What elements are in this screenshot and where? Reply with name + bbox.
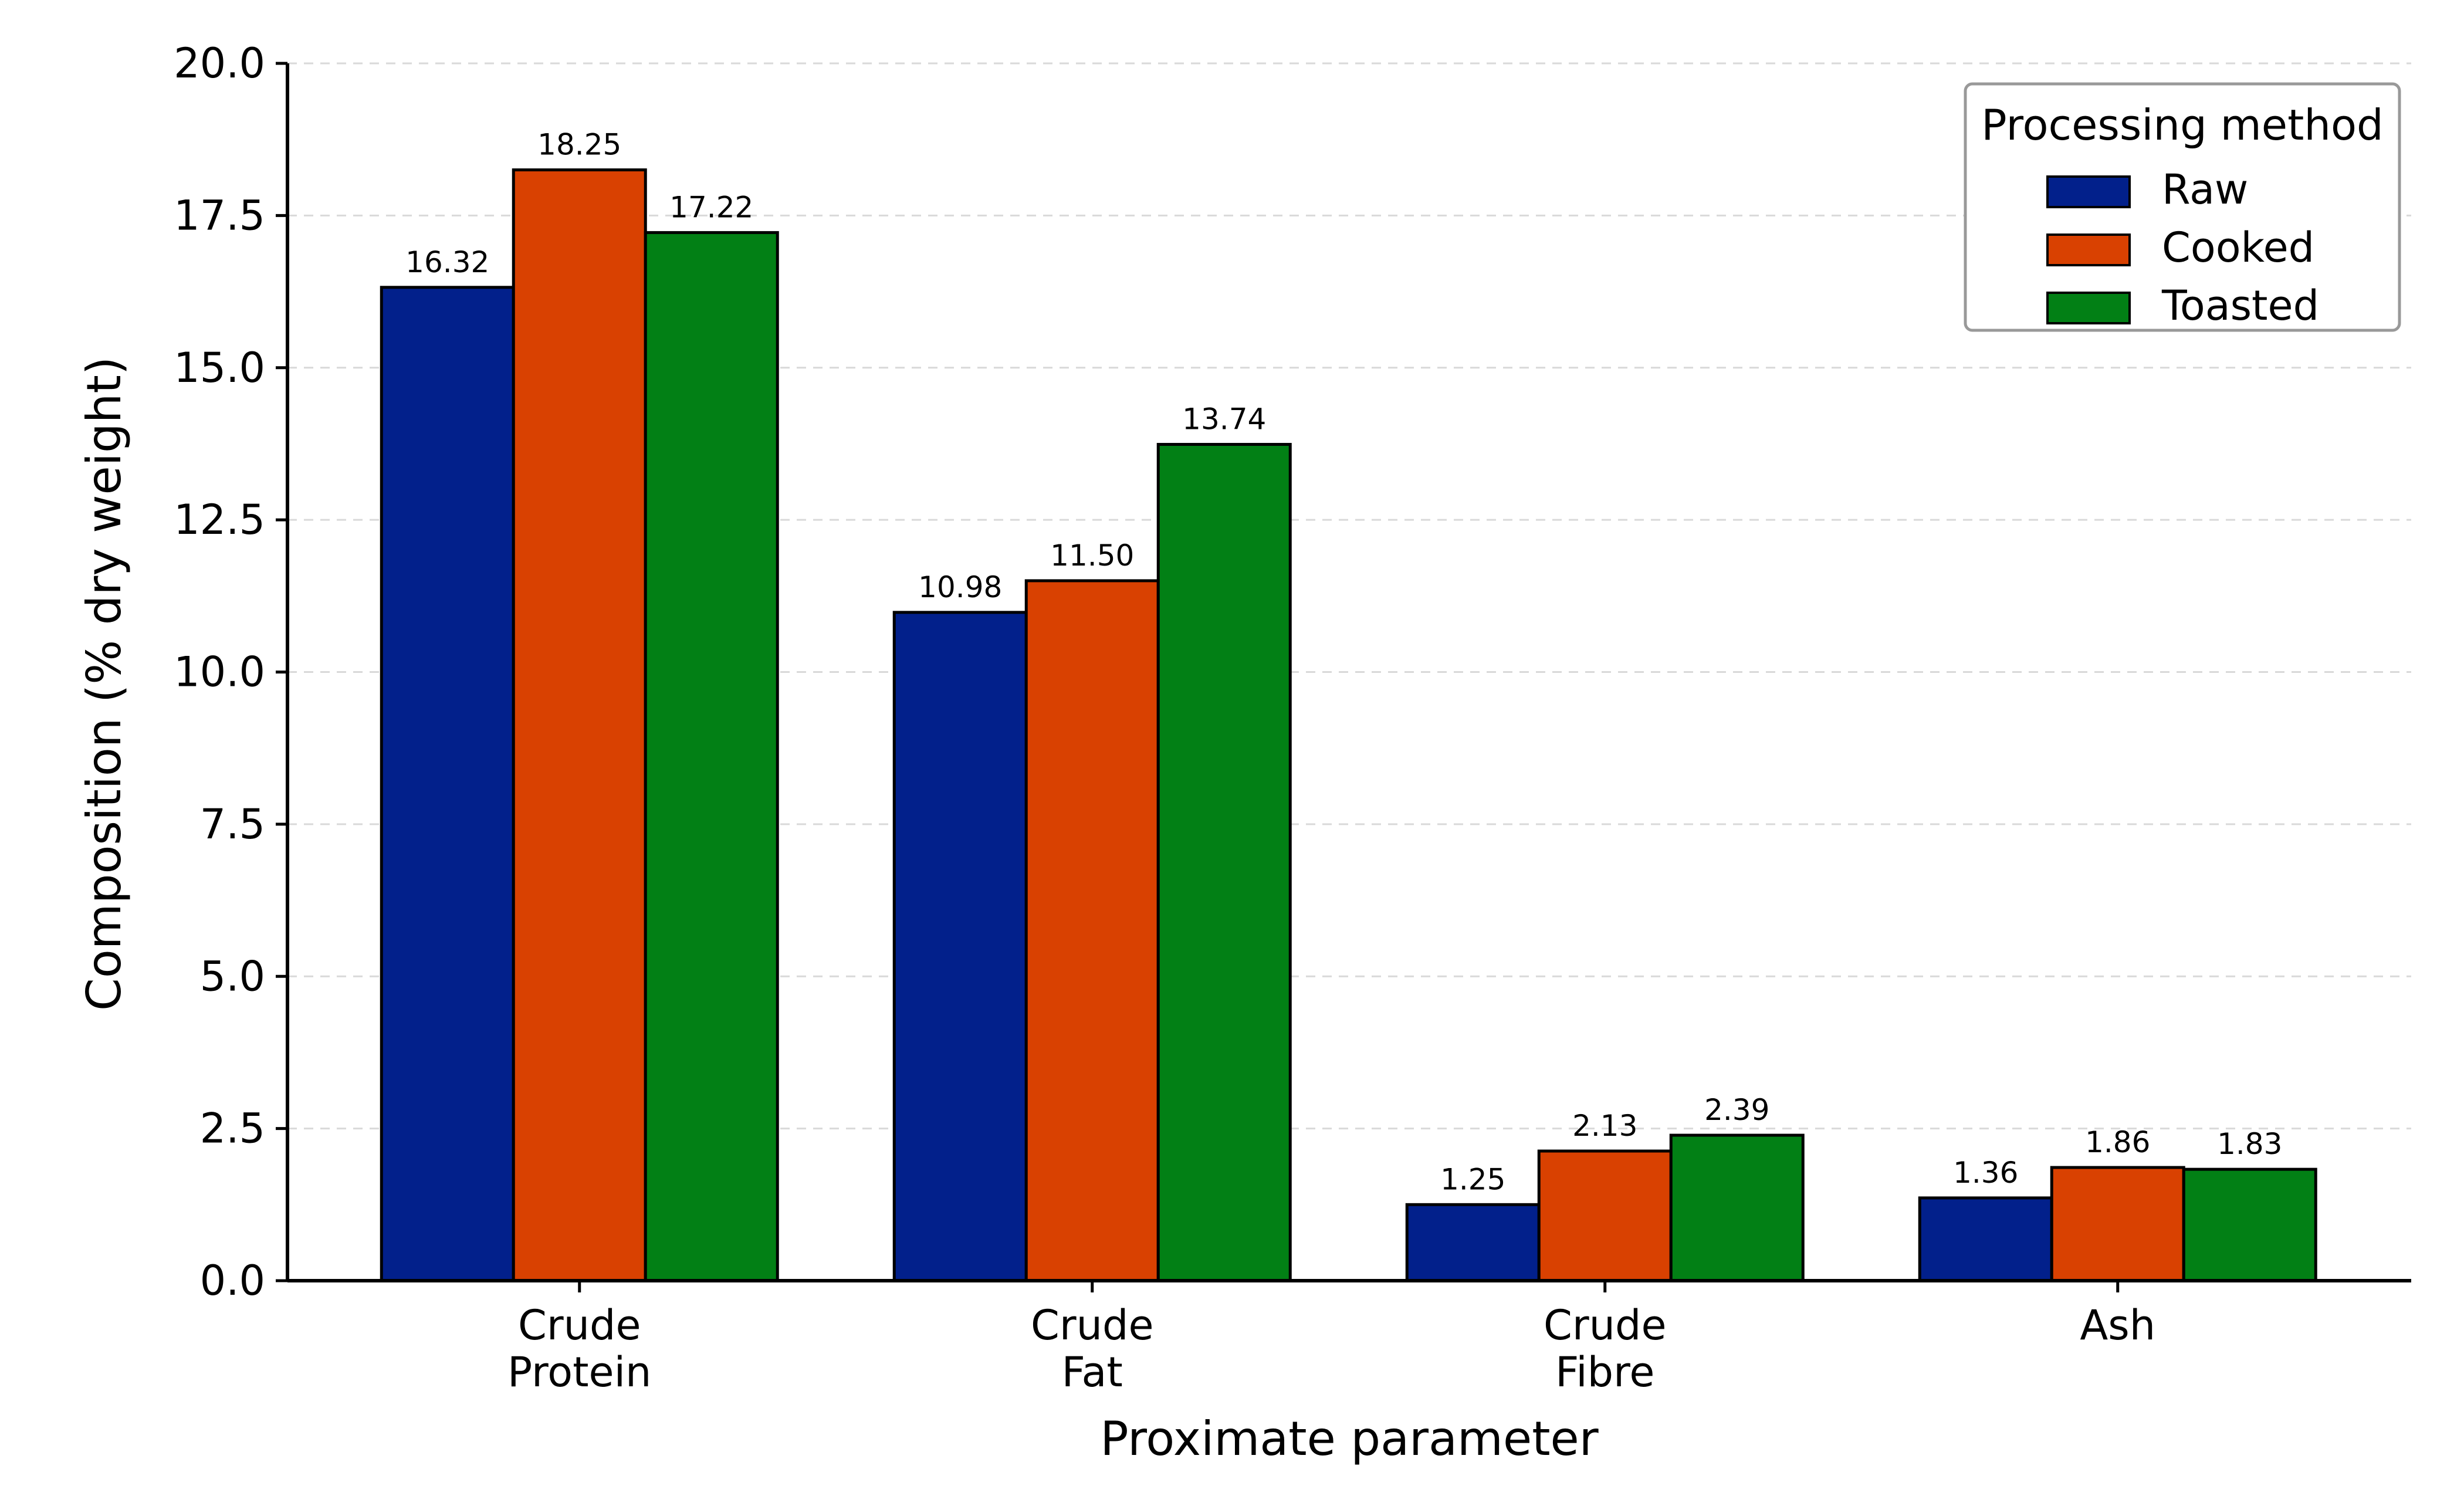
y-tick-label: 7.5 [200, 800, 265, 848]
legend-swatch-toasted [2046, 292, 2131, 324]
y-tick-label: 12.5 [174, 496, 265, 544]
legend-items: Raw Cooked Toasted [2046, 165, 2319, 330]
legend-swatch-raw [2046, 175, 2131, 208]
bar-cooked-1 [1024, 579, 1160, 1282]
legend-label-raw: Raw [2162, 165, 2248, 214]
data-label: 16.32 [405, 245, 489, 279]
bar-cooked-2 [1537, 1149, 1673, 1282]
y-tick-label: 0.0 [200, 1257, 265, 1305]
bar-toasted-3 [2182, 1167, 2317, 1282]
bar-raw-2 [1405, 1203, 1541, 1282]
y-tick-labels: 0.0 2.5 5.0 7.5 10.0 12.5 15.0 17.5 20.0 [174, 39, 265, 1305]
x-tick-label: Crude [1544, 1301, 1667, 1349]
x-tick-label: Protein [507, 1348, 651, 1396]
data-label: 2.39 [1704, 1093, 1769, 1127]
data-label: 2.13 [1572, 1109, 1637, 1143]
axes [276, 62, 2411, 1292]
data-label: 11.50 [1050, 539, 1134, 573]
x-axis-title: Proximate parameter [1100, 1412, 1598, 1466]
y-tick-label: 10.0 [174, 648, 265, 696]
data-label: 13.74 [1182, 402, 1266, 436]
y-tick-label: 15.0 [174, 344, 265, 392]
legend-label-toasted: Toasted [2161, 282, 2319, 330]
legend-label-cooked: Cooked [2162, 224, 2314, 272]
y-tick-label: 5.0 [200, 952, 265, 1000]
legend-title: Processing method [1981, 100, 2383, 150]
data-label: 1.36 [1953, 1156, 2018, 1190]
bar-raw-1 [892, 611, 1028, 1282]
data-label: 1.25 [1440, 1162, 1505, 1196]
bars [380, 168, 2317, 1282]
bar-cooked-3 [2050, 1166, 2185, 1282]
x-tick-label: Fat [1062, 1348, 1123, 1396]
y-tick-label: 17.5 [174, 191, 265, 239]
x-tick-label: Crude [1031, 1301, 1154, 1349]
data-labels: 16.32 18.25 17.22 10.98 11.50 13.74 1.25 2.13 2.… [405, 128, 2282, 1197]
y-axis-title: Composition (% dry weight) [77, 357, 131, 1011]
bar-toasted-0 [644, 231, 779, 1282]
bar-raw-0 [380, 286, 515, 1282]
x-tick-label: Crude [518, 1301, 641, 1349]
data-label: 18.25 [537, 128, 621, 162]
bar-cooked-0 [512, 168, 647, 1282]
y-tick-label: 20.0 [174, 39, 265, 87]
legend: Processing method Raw Cooked Toasted [1964, 82, 2401, 332]
data-label: 1.83 [2217, 1127, 2282, 1161]
data-label: 17.22 [669, 190, 753, 224]
data-label: 1.86 [2085, 1125, 2150, 1159]
data-label: 10.98 [918, 570, 1002, 604]
bar-toasted-1 [1156, 442, 1292, 1282]
bar-toasted-2 [1669, 1133, 1805, 1282]
x-tick-label: Fibre [1555, 1348, 1654, 1396]
legend-swatch-cooked [2046, 233, 2131, 266]
legend-frame [1964, 82, 2401, 332]
x-tick-label: Ash [2080, 1301, 2155, 1349]
y-tick-label: 2.5 [200, 1105, 265, 1153]
bar-raw-3 [1918, 1196, 2053, 1282]
